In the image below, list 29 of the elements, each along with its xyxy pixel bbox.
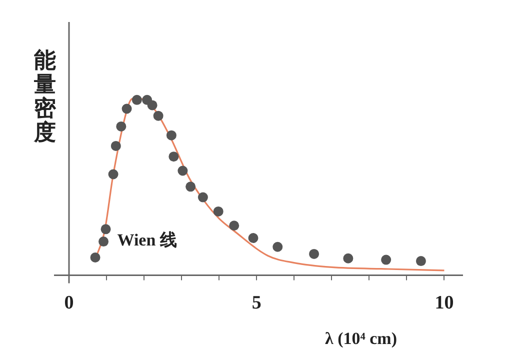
point — [309, 248, 320, 259]
point — [198, 192, 208, 202]
point — [110, 140, 121, 151]
point — [248, 233, 258, 244]
point — [416, 256, 426, 266]
point — [381, 254, 392, 265]
point — [168, 152, 179, 162]
x-tick-label: 5 — [252, 292, 262, 314]
point — [272, 242, 283, 252]
series-label: Wien 线 — [117, 230, 177, 250]
point — [98, 236, 109, 247]
x-tick-label: 10 — [434, 292, 454, 314]
y-axis-title: 能量密度 — [33, 48, 57, 146]
point — [147, 100, 158, 110]
point — [100, 224, 111, 234]
point — [343, 253, 354, 264]
point — [166, 130, 176, 140]
point — [213, 206, 224, 216]
point — [116, 121, 126, 132]
point — [108, 169, 118, 180]
x-axis-title: λ (10⁴ cm) — [325, 329, 397, 348]
point — [122, 104, 132, 114]
point — [186, 182, 196, 192]
point — [229, 220, 240, 231]
point — [90, 252, 100, 262]
point — [178, 166, 188, 176]
x-tick-label: 0 — [64, 292, 74, 314]
point — [153, 110, 164, 121]
point — [132, 94, 142, 105]
